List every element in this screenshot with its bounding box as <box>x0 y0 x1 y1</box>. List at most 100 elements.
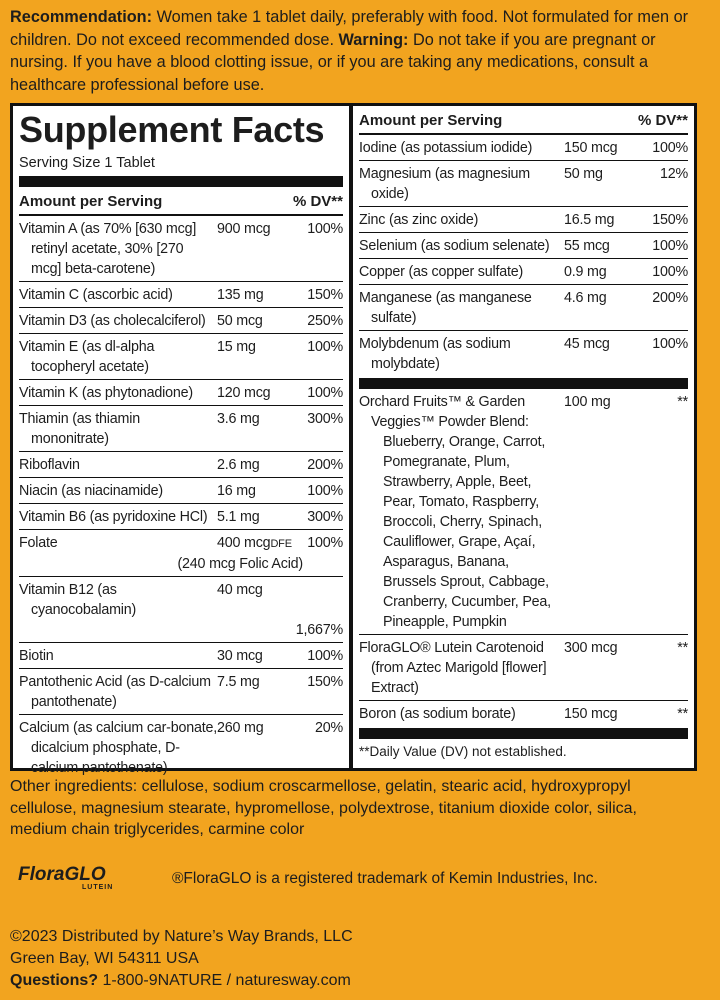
amount: 45 mcg <box>564 334 648 374</box>
amount: 150 mcg <box>564 138 648 158</box>
nutrient-row: Selenium (as sodium selenate) 55 mcg 100% <box>359 232 688 258</box>
header-amount: Amount per Serving <box>19 193 163 210</box>
name-text: FloraGLO® Lutein Carotenoid (from Aztec … <box>359 640 547 696</box>
footnote: **Daily Value (DV) not established. <box>359 744 567 759</box>
amount: 16.5 mg <box>564 210 648 230</box>
amount: 150 mcg <box>564 704 648 724</box>
nutrient-name: Iodine (as potassium iodide) <box>359 138 564 158</box>
nutrient-name: Vitamin K (as phytonadione) <box>19 383 217 403</box>
line: Green Bay, WI 54311 USA <box>10 950 199 967</box>
amount-text: 135 mg <box>217 287 264 303</box>
nutrient-name: Magnesium (as magnesium oxide) <box>359 164 564 204</box>
header-amount: Amount per Serving <box>359 112 503 129</box>
amount-text: 15 mg <box>217 339 256 355</box>
amount: 40 mcg <box>217 580 299 620</box>
amount: 100 mg <box>564 392 648 632</box>
name-text: Molybdenum (as sodium molybdate) <box>359 336 511 372</box>
text: Do not take if you are pregnant or nursi… <box>10 30 656 94</box>
header-dv: % DV** <box>637 112 688 129</box>
nutrient-name: Selenium (as sodium selenate) <box>359 236 564 256</box>
amount: 50 mg <box>564 164 648 204</box>
nutrient-row: Calcium (as calcium car-bonate, dicalciu… <box>19 714 343 780</box>
nutrient-row: Vitamin K (as phytonadione) 120 mcg 100% <box>19 379 343 405</box>
logo-text: FloraGLO <box>18 864 106 885</box>
nutrient-row: Niacin (as niacinamide) 16 mg 100% <box>19 477 343 503</box>
amount-text: 7.5 mg <box>217 674 260 690</box>
name-text: Vitamin C (ascorbic acid) <box>19 287 173 303</box>
nutrient-name: Calcium (as calcium car-bonate, dicalciu… <box>19 718 217 778</box>
nutrient-name: Vitamin A (as 70% [630 mcg] retinyl acet… <box>19 219 217 279</box>
name-text: Niacin (as niacinamide) <box>19 483 163 499</box>
nutrient-row: Vitamin E (as dl-alpha tocopheryl acetat… <box>19 333 343 379</box>
recommendation: Recommendation: Women take 1 tablet dail… <box>10 6 700 96</box>
label: Warning: <box>338 30 409 49</box>
amount-text: 3.6 mg <box>217 411 260 427</box>
name-text: Copper (as copper sulfate) <box>359 264 524 280</box>
amount: 5.1 mg <box>217 507 299 527</box>
daily-value: 250% <box>307 313 343 329</box>
name-text: Orchard Fruits™ & Garden Veggies™ Powder… <box>359 394 529 430</box>
nutrient-row: Iodine (as potassium iodide) 150 mcg 100% <box>359 135 688 160</box>
nutrient-row: Vitamin B12 (as cyanocobalamin) 40 mcg 1,6… <box>19 576 343 642</box>
amount-text: 100 mg <box>564 394 611 410</box>
amount-text: 50 mg <box>564 166 603 182</box>
name-text: Zinc (as zinc oxide) <box>359 212 479 228</box>
amount-text: 150 mcg <box>564 706 618 722</box>
rows: Orchard Fruits™ & Garden Veggies™ Powder… <box>359 389 688 726</box>
rule <box>359 378 688 389</box>
nutrient-row: Manganese (as manganese sulfate) 4.6 mg 20… <box>359 284 688 330</box>
line: Questions? 1-800-9NATURE / naturesway.co… <box>10 970 353 992</box>
daily-value: 100% <box>652 140 688 156</box>
daily-value: 150% <box>307 287 343 303</box>
nutrient-row: Magnesium (as magnesium oxide) 50 mg 12% <box>359 160 688 206</box>
daily-value: 300% <box>307 411 343 427</box>
amount-text: 45 mcg <box>564 336 610 352</box>
other-ingredients: Other ingredients: cellulose, sodium cro… <box>10 778 637 838</box>
amount-text: 40 mcg <box>217 582 263 598</box>
amount: 16 mg <box>217 481 299 501</box>
amount-text: 16.5 mg <box>564 212 615 228</box>
amount: 7.5 mg <box>217 672 299 712</box>
nutrient-row: Copper (as copper sulfate) 0.9 mg 100% <box>359 258 688 284</box>
amount-text: 30 mcg <box>217 648 263 664</box>
logo-sub: LUTEIN <box>82 884 114 891</box>
amount: 55 mcg <box>564 236 648 256</box>
name-text: Selenium (as sodium selenate) <box>359 238 550 254</box>
amount: 900 mcg <box>217 219 299 279</box>
nutrient-name: Molybdenum (as sodium molybdate) <box>359 334 564 374</box>
daily-value: ** <box>677 640 688 656</box>
name-text: Riboflavin <box>19 457 80 473</box>
nutrient-row: Zinc (as zinc oxide) 16.5 mg 150% <box>359 206 688 232</box>
name-text: Calcium (as calcium car-bonate, dicalciu… <box>19 720 217 776</box>
amount-text: 400 mcg <box>217 535 271 551</box>
amount: 120 mcg <box>217 383 299 403</box>
left-column: Supplement Facts Serving Size 1 Tablet A… <box>13 106 353 776</box>
nutrient-row: Orchard Fruits™ & Garden Veggies™ Powder… <box>359 389 688 634</box>
nutrient-name: FloraGLO® Lutein Carotenoid (from Aztec … <box>359 638 564 698</box>
line: ©2023 Distributed by Nature’s Way Brands… <box>10 928 353 945</box>
serving-size: Serving Size 1 Tablet <box>19 155 155 171</box>
amount: 0.9 mg <box>564 262 648 282</box>
name-text: Vitamin E (as dl-alpha tocopheryl acetat… <box>19 339 155 375</box>
daily-value: 100% <box>307 483 343 499</box>
amount-text: 120 mcg <box>217 385 271 401</box>
name-text: Vitamin B6 (as pyridoxine HCl) <box>19 509 208 525</box>
name-text: Biotin <box>19 648 54 664</box>
daily-value: 20% <box>314 720 343 736</box>
name-text: Vitamin B12 (as cyanocobalamin) <box>19 582 137 618</box>
nutrient-row: Pantothenic Acid (as D-calcium pantothen… <box>19 668 343 714</box>
daily-value: 100% <box>307 535 343 551</box>
text: 1-800-9NATURE / naturesway.com <box>102 972 351 989</box>
nutrient-name: Vitamin D3 (as cholecalciferol) <box>19 311 217 331</box>
rows: Vitamin A (as 70% [630 mcg] retinyl acet… <box>19 216 343 780</box>
nutrient-row: Folate 400 mcgDFE 100% (240 mcg Folic Acid) <box>19 529 343 576</box>
daily-value: 150% <box>307 674 343 690</box>
unit: DFE <box>270 538 292 550</box>
daily-value: 100% <box>307 221 343 237</box>
nutrient-name: Riboflavin <box>19 455 217 475</box>
daily-value: 100% <box>307 648 343 664</box>
amount-text: 2.6 mg <box>217 457 260 473</box>
name-text: Folate <box>19 535 58 551</box>
nutrient-name: Manganese (as manganese sulfate) <box>359 288 564 328</box>
